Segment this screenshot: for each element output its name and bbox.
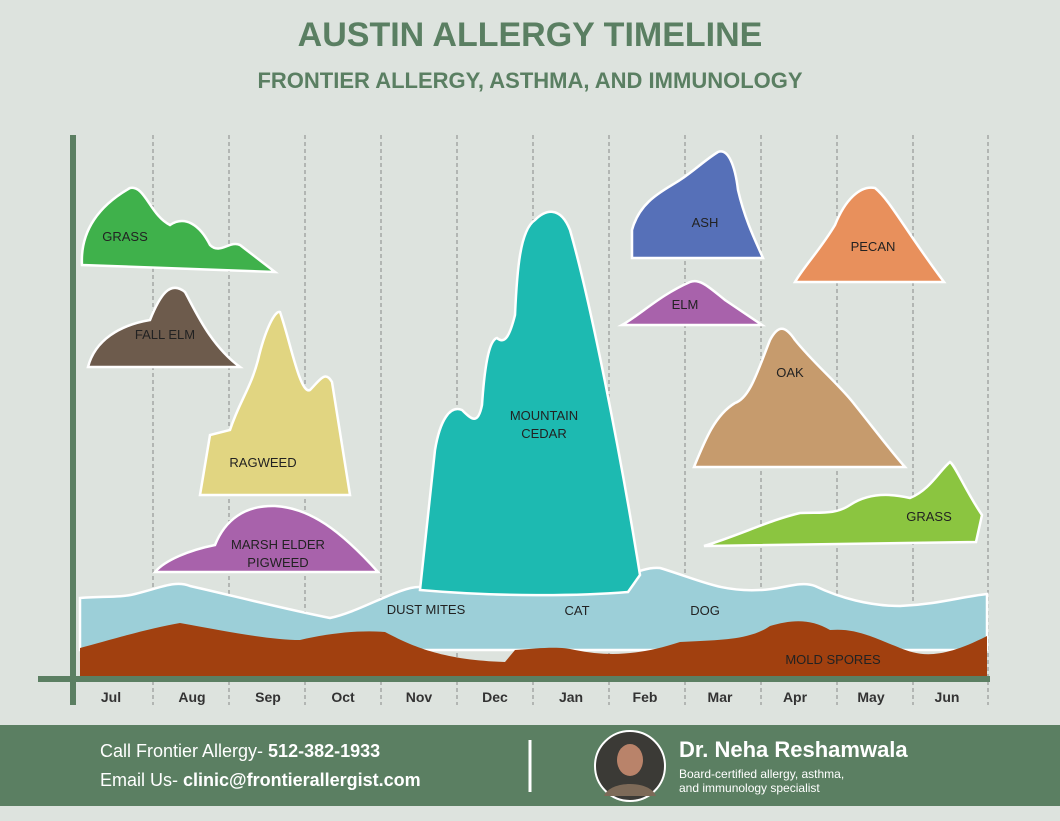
allergen-label: ASH (692, 215, 719, 230)
doctor-photo (594, 730, 666, 802)
mountain-cedar-shape (418, 210, 642, 597)
phone-line: Call Frontier Allergy- 512-382-1933 (100, 741, 380, 761)
month-label: Mar (708, 689, 733, 705)
allergen-label: FALL ELM (135, 327, 195, 342)
grass-spring-shape (703, 460, 984, 548)
elm-shape (617, 279, 767, 327)
oak-shape (692, 327, 908, 469)
allergen-label: PECAN (851, 239, 896, 254)
credentials: and immunology specialist (679, 781, 820, 795)
allergen-label: PIGWEED (247, 555, 308, 570)
allergen-label: GRASS (102, 229, 148, 244)
allergen-label: CEDAR (521, 426, 567, 441)
allergen-label: MARSH ELDER (231, 537, 325, 552)
mold-spores-band (80, 621, 987, 678)
credentials: Board-certified allergy, asthma, (679, 767, 844, 781)
allergen-label: ELM (672, 297, 699, 312)
allergen-label: OAK (776, 365, 804, 380)
month-label: Dec (482, 689, 508, 705)
subtitle: FRONTIER ALLERGY, ASTHMA, AND IMMUNOLOGY (257, 68, 802, 93)
title: AUSTIN ALLERGY TIMELINE (298, 16, 763, 54)
month-label: Feb (633, 689, 658, 705)
month-label: May (857, 689, 884, 705)
month-label: Nov (406, 689, 433, 705)
ash-shape (630, 150, 765, 260)
allergen-label: MOLD SPORES (785, 652, 881, 667)
phone: 512-382-1933 (268, 741, 380, 761)
month-label: Apr (783, 689, 808, 705)
allergen-label: MOUNTAIN (510, 408, 578, 423)
email-line: Email Us- clinic@frontierallergist.com (100, 770, 421, 790)
allergen-label: DOG (690, 603, 720, 618)
allergen-shapes (78, 150, 989, 678)
fall-elm-shape (86, 286, 244, 369)
email: clinic@frontierallergist.com (183, 770, 421, 790)
doctor-name: Dr. Neha Reshamwala (679, 737, 908, 762)
allergen-label: RAGWEED (229, 455, 296, 470)
month-label: Aug (178, 689, 205, 705)
allergen-label: CAT (564, 603, 589, 618)
email-label: Email Us- (100, 770, 183, 790)
marsh-elder-shape (152, 504, 381, 574)
month-label: Sep (255, 689, 281, 705)
allergen-labels: GRASS FALL ELM RAGWEED MARSH ELDER PIGWEED MO… (102, 215, 952, 667)
month-label: Jan (559, 689, 583, 705)
allergen-label: GRASS (906, 509, 952, 524)
month-label: Jul (101, 689, 121, 705)
pecan-shape (792, 186, 947, 284)
grass-shape (80, 186, 279, 274)
allergen-label: DUST MITES (387, 602, 466, 617)
month-label: Jun (935, 689, 960, 705)
phone-label: Call Frontier Allergy- (100, 741, 268, 761)
ragweed-shape (198, 310, 352, 497)
month-label: Oct (331, 689, 355, 705)
